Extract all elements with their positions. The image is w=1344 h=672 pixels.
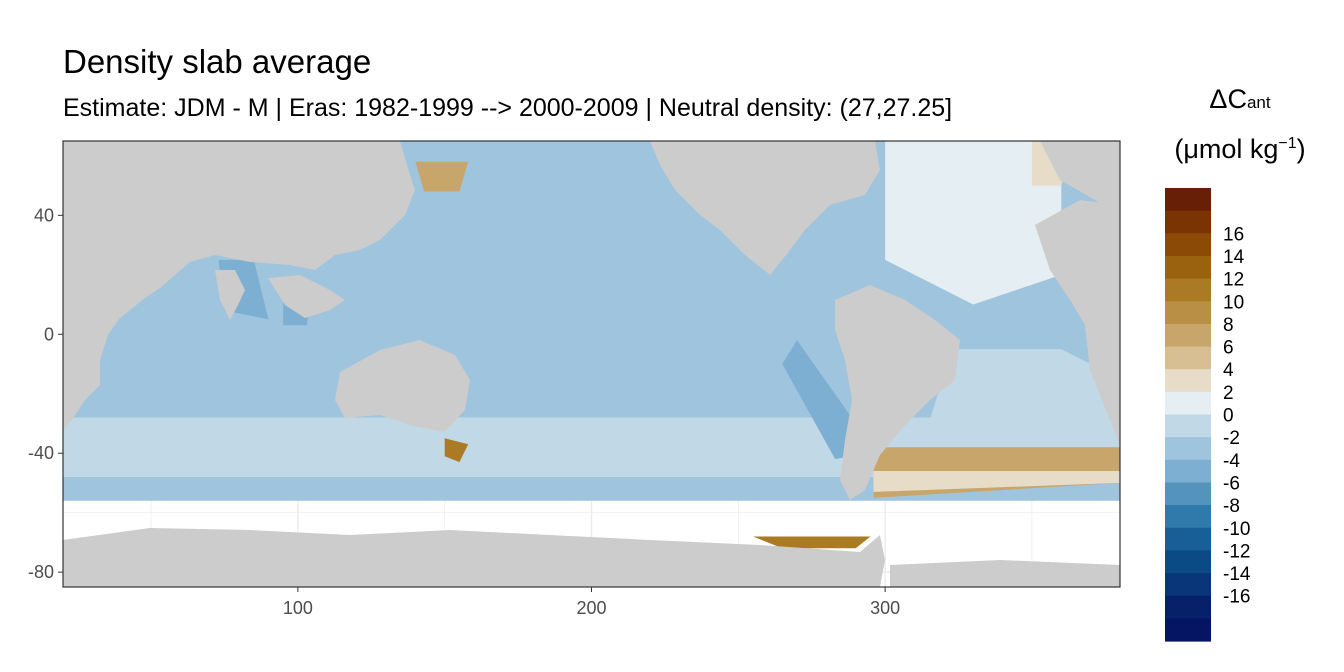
land-north-america [650, 141, 880, 275]
y-tick-label: 0 [44, 324, 54, 344]
legend-label: -2 [1223, 428, 1240, 449]
land-australia [335, 340, 470, 432]
region-new-zealand [444, 438, 469, 463]
region-weddell-shelf [753, 536, 871, 549]
legend-swatch [1165, 459, 1211, 484]
legend-title-subscript: ant [1246, 93, 1271, 112]
legend-swatch [1165, 369, 1211, 393]
legend-swatch [1165, 301, 1211, 325]
region-peru-current [782, 340, 865, 460]
legend-swatch [1165, 527, 1211, 551]
legend-swatch [1165, 233, 1211, 257]
legend-swatch [1165, 437, 1211, 461]
legend-label: 14 [1223, 247, 1245, 268]
legend-label: -12 [1223, 541, 1250, 562]
land-africa-eurasia [63, 141, 415, 430]
legend-label: 8 [1223, 315, 1234, 336]
legend-label: 4 [1223, 360, 1234, 381]
legend-label: 6 [1223, 338, 1234, 359]
legend-label: -4 [1223, 451, 1240, 472]
legend-unit-superscript: −1 [1278, 135, 1297, 152]
legend-swatch [1165, 505, 1211, 529]
region-japan-kuroshio [415, 161, 469, 192]
legend-label: -6 [1223, 473, 1240, 494]
land-europe-africa-east [1035, 200, 1120, 445]
land-mask [63, 141, 1120, 587]
y-tick-label: -80 [28, 562, 54, 582]
legend-swatch [1165, 573, 1211, 597]
region-drake-passage [873, 471, 1120, 492]
land-south-america [835, 285, 960, 500]
y-tick-label: 40 [34, 205, 54, 225]
legend-swatch [1165, 278, 1211, 302]
legend-label: -8 [1223, 496, 1240, 517]
legend-title: ΔCant [1150, 84, 1330, 115]
legend-label: 12 [1223, 270, 1244, 291]
land-antarctica-east [890, 560, 1120, 587]
x-tick-label: 300 [870, 598, 900, 618]
legend-swatch [1165, 346, 1211, 370]
legend-unit: (μmol kg−1) [1150, 134, 1330, 165]
legend-label: 16 [1223, 224, 1244, 245]
land-antarctica [63, 528, 885, 587]
land-southeast-asia [268, 275, 345, 318]
legend-swatch [1165, 255, 1211, 280]
legend-label: 2 [1223, 383, 1234, 404]
legend-label: 10 [1223, 292, 1244, 313]
legend-label: -10 [1223, 519, 1250, 540]
legend-swatch [1165, 323, 1211, 348]
legend-swatch [1165, 414, 1211, 438]
legend-swatch [1165, 482, 1211, 506]
region-north-atlantic [885, 141, 1062, 305]
legend-title-main: ΔC [1209, 84, 1247, 114]
legend-swatch [1165, 550, 1211, 574]
chart-subtitle: Estimate: JDM - M | Eras: 1982-1999 --> … [63, 94, 953, 122]
legend-label: -14 [1223, 564, 1251, 585]
x-tick-label: 100 [283, 598, 313, 618]
legend-swatch [1165, 595, 1211, 619]
legend-label: -16 [1223, 587, 1250, 608]
legend-unit-prefix: (μmol kg [1174, 134, 1279, 164]
legend-swatch [1165, 210, 1211, 234]
legend-unit-suffix: ) [1296, 134, 1306, 164]
plot-panel [62, 140, 1121, 588]
legend-swatch [1165, 618, 1211, 642]
y-tick-label: -40 [28, 443, 54, 463]
x-tick-label: 200 [576, 598, 606, 618]
legend-swatch [1165, 391, 1211, 416]
land-india [215, 270, 245, 320]
legend-swatch [1165, 188, 1211, 212]
land-greenland [1040, 141, 1120, 215]
legend-label: 0 [1223, 406, 1234, 427]
chart-title: Density slab average [63, 43, 372, 80]
